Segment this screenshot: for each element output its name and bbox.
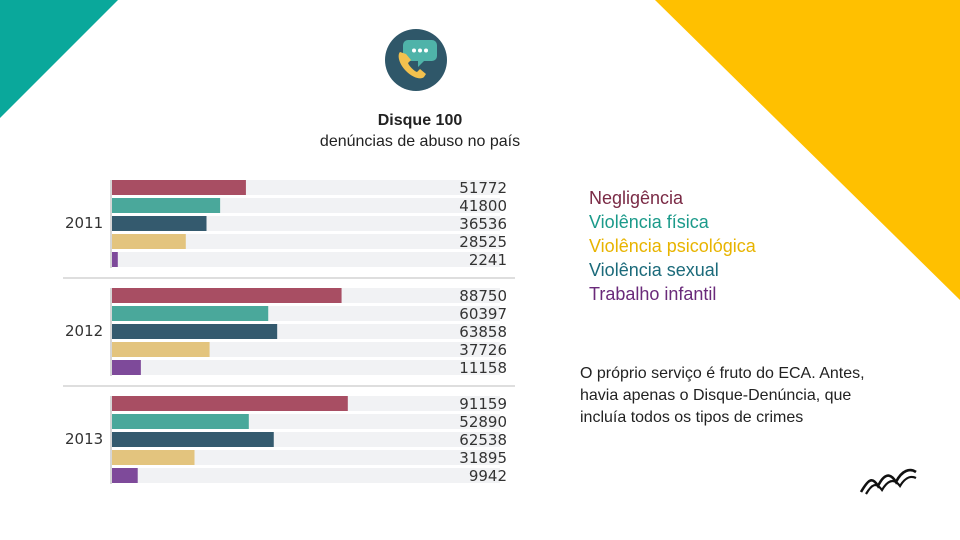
bar-trabalho-infantil-2013	[112, 468, 138, 483]
bar-neglig-ncia-2011	[112, 180, 246, 195]
data-label: 36536	[459, 215, 507, 233]
bar-track	[112, 234, 500, 249]
data-label: 52890	[459, 413, 507, 431]
bar-viol-ncia-f-sica-2012	[112, 306, 269, 321]
legend-item-violencia-sexual: Violência sexual	[589, 260, 719, 280]
bar-viol-ncia-f-sica-2011	[112, 198, 221, 213]
legend-item-violencia-psicologica: Violência psicológica	[589, 236, 756, 256]
bar-track	[112, 468, 500, 483]
legend-item-violencia-fisica: Violência física	[589, 212, 709, 232]
data-label: 2241	[469, 251, 507, 269]
bar-viol-ncia-sexual-2013	[112, 450, 195, 465]
data-label: 63858	[459, 323, 507, 341]
data-label: 62538	[459, 431, 507, 449]
data-label: 28525	[459, 233, 507, 251]
legend-item-negligencia: Negligência	[589, 188, 684, 208]
data-label: 41800	[459, 197, 507, 215]
data-label: 31895	[459, 449, 507, 467]
yellow-corner-decoration	[655, 0, 960, 300]
bar-viol-ncia-f-sica-2013	[112, 414, 249, 429]
data-label: 37726	[459, 341, 507, 359]
bar-track	[112, 450, 500, 465]
bar-trabalho-infantil-2012	[112, 360, 141, 375]
data-label: 51772	[459, 179, 507, 197]
legend: Negligência Violência física Violência p…	[589, 186, 756, 306]
bar-track	[112, 252, 500, 267]
category-label: 2011	[65, 214, 103, 232]
category-label: 2012	[65, 322, 103, 340]
bar-track	[112, 216, 500, 231]
data-label: 91159	[459, 395, 507, 413]
bar-neglig-ncia-2013	[112, 396, 348, 411]
data-label: 9942	[469, 467, 507, 485]
teal-corner-decoration	[0, 0, 118, 118]
brand-logo-icon	[859, 468, 917, 495]
bar-track	[112, 360, 500, 375]
category-label: 2013	[65, 430, 103, 448]
phone-chat-icon	[385, 29, 447, 91]
bar-viol-ncia-sexual-2011	[112, 234, 186, 249]
footnote-text: O próprio serviço é fruto do ECA. Antes,…	[580, 365, 865, 426]
bar-viol-ncia-psicol-gica-2011	[112, 216, 207, 231]
data-label: 11158	[459, 359, 507, 377]
bar-viol-ncia-psicol-gica-2013	[112, 432, 274, 447]
bar-viol-ncia-psicol-gica-2012	[112, 324, 278, 339]
legend-item-trabalho-infantil: Trabalho infantil	[589, 284, 717, 304]
chart-title-block: Disque 100 denúncias de abuso no país	[250, 110, 590, 152]
data-label: 60397	[459, 305, 507, 323]
bar-trabalho-infantil-2011	[112, 252, 118, 267]
chart-title: Disque 100	[377, 112, 463, 129]
bar-neglig-ncia-2012	[112, 288, 342, 303]
data-label: 88750	[459, 287, 507, 305]
chart-subtitle: denúncias de abuso no país	[319, 133, 521, 150]
bar-viol-ncia-sexual-2012	[112, 342, 210, 357]
